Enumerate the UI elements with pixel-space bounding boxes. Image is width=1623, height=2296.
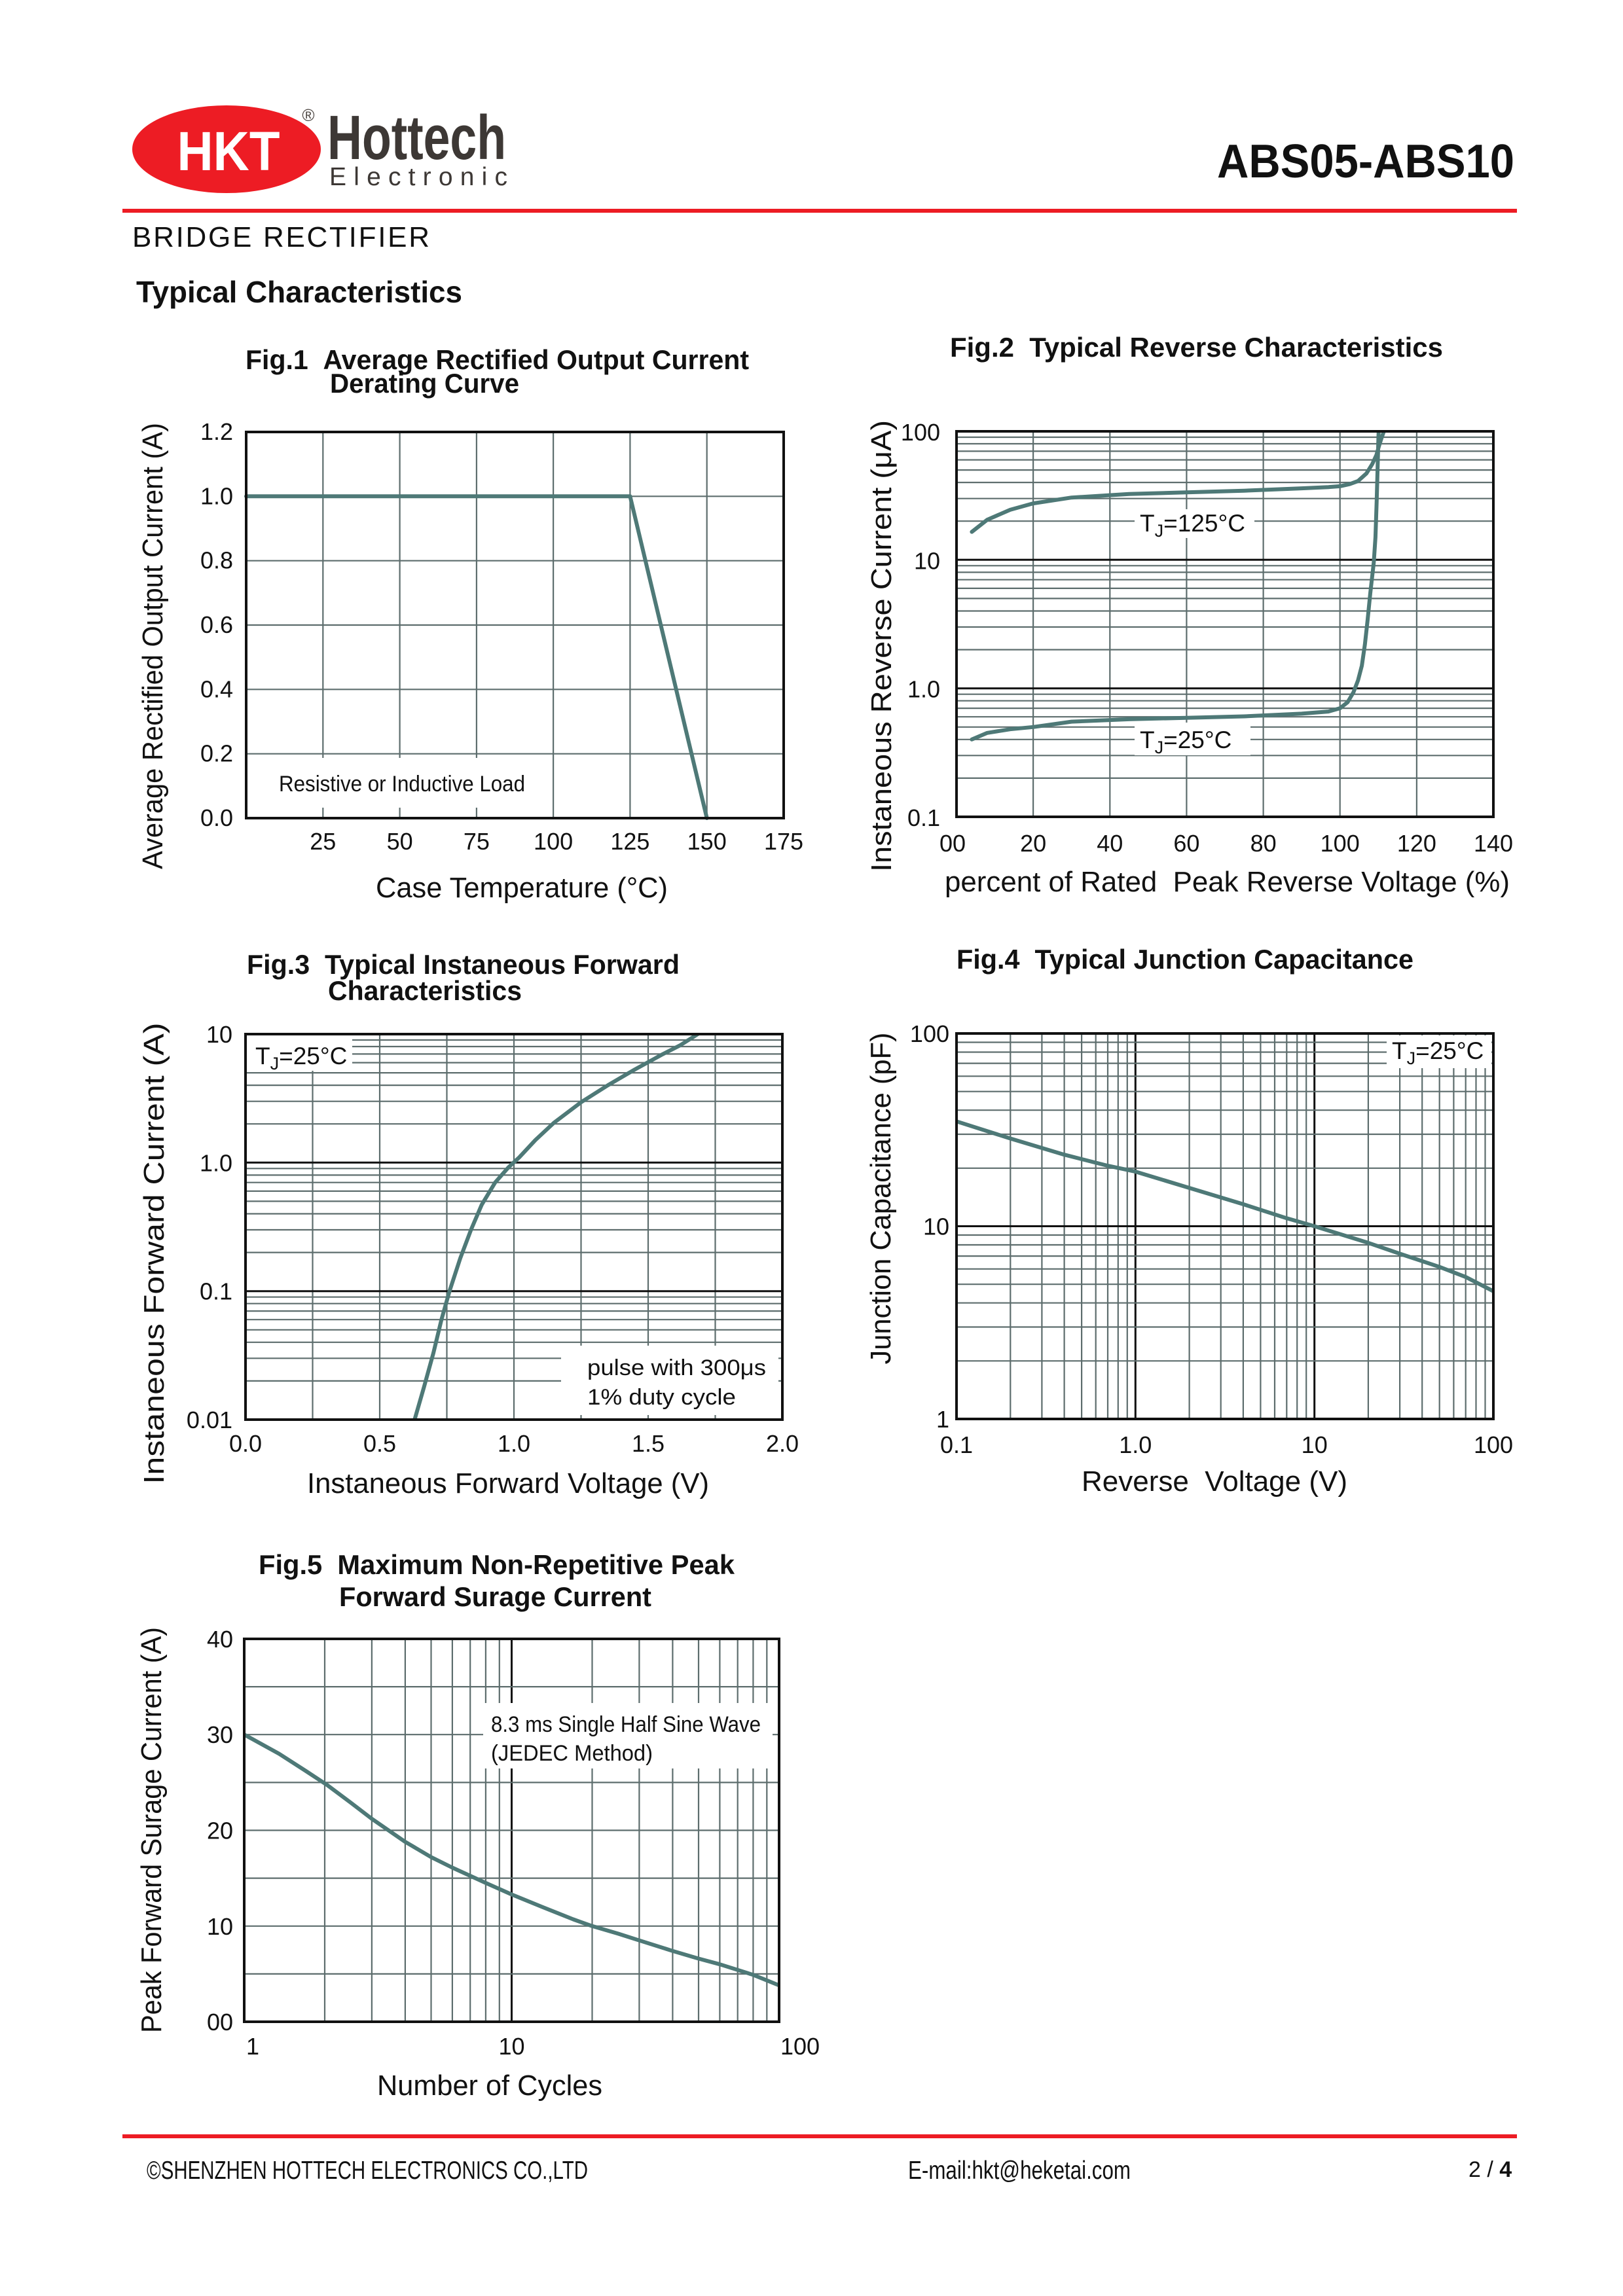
svg-text:Characteristics: Characteristics: [328, 975, 522, 1006]
svg-text:00: 00: [207, 2009, 233, 2036]
svg-text:40: 40: [1097, 830, 1123, 857]
svg-text:100: 100: [910, 1020, 949, 1047]
svg-text:Case Temperature (°C): Case Temperature (°C): [376, 872, 668, 904]
svg-text:2 / 4: 2 / 4: [1468, 2157, 1512, 2182]
svg-text:Peak Forward Surage Current (A: Peak Forward Surage Current (A): [136, 1627, 168, 2033]
svg-text:pulse with 300μs: pulse with 300μs: [587, 1355, 766, 1380]
svg-text:Instaneous Reverse Current (μA: Instaneous Reverse Current (μA): [866, 420, 898, 872]
svg-text:0.01: 0.01: [187, 1407, 232, 1433]
svg-text:ABS05-ABS10: ABS05-ABS10: [1217, 135, 1514, 188]
svg-text:1.0: 1.0: [907, 676, 940, 703]
svg-text:Resistive or Inductive Load: Resistive or Inductive Load: [279, 772, 525, 797]
svg-text:175: 175: [764, 828, 803, 855]
svg-text:©SHENZHEN HOTTECH ELECTRONICS: ©SHENZHEN HOTTECH ELECTRONICS CO.,LTD: [147, 2157, 588, 2185]
svg-text:50: 50: [387, 828, 413, 855]
svg-text:2.0: 2.0: [766, 1430, 799, 1457]
svg-text:1: 1: [246, 2033, 259, 2060]
svg-text:Instaneous Forward Current (A): Instaneous Forward Current (A): [138, 1023, 170, 1484]
svg-text:100: 100: [780, 2033, 820, 2060]
svg-text:1.0: 1.0: [200, 1149, 232, 1176]
svg-text:100: 100: [1321, 830, 1360, 857]
svg-text:20: 20: [1020, 830, 1046, 857]
svg-text:1.0: 1.0: [1119, 1431, 1152, 1458]
svg-text:10: 10: [923, 1213, 949, 1240]
svg-text:Fig.3 Typical Instaneous Forw: Fig.3 Typical Instaneous Forward: [247, 949, 680, 980]
svg-text:Forward Surage Current: Forward Surage Current: [339, 1581, 651, 1612]
svg-text:1.2: 1.2: [200, 418, 233, 445]
svg-text:10: 10: [207, 1913, 233, 1940]
svg-text:Fig.2 Typical Reverse Charact: Fig.2 Typical Reverse Characteristics: [950, 332, 1443, 363]
svg-text:30: 30: [207, 1721, 233, 1748]
svg-text:Hottech: Hottech: [327, 103, 506, 173]
svg-text:0.0: 0.0: [229, 1430, 262, 1457]
svg-text:0.1: 0.1: [940, 1431, 973, 1458]
svg-text:0.0: 0.0: [200, 804, 233, 831]
svg-text:40: 40: [207, 1626, 233, 1653]
svg-text:®: ®: [302, 105, 314, 125]
svg-text:100: 100: [1474, 1431, 1513, 1458]
svg-text:1.0: 1.0: [498, 1430, 530, 1457]
svg-text:1: 1: [936, 1406, 949, 1433]
svg-text:Instaneous Forward Voltage (V): Instaneous Forward Voltage (V): [307, 1467, 709, 1499]
svg-text:Typical Characteristics: Typical Characteristics: [136, 275, 462, 309]
svg-text:8.3 ms Single Half Sine Wave: 8.3 ms Single Half Sine Wave: [491, 1712, 761, 1737]
svg-text:E-mail:hkt@heketai.com: E-mail:hkt@heketai.com: [908, 2157, 1131, 2185]
svg-text:0.1: 0.1: [907, 804, 940, 831]
svg-text:25: 25: [310, 828, 336, 855]
svg-text:0.1: 0.1: [200, 1278, 232, 1305]
svg-text:00: 00: [939, 830, 966, 857]
svg-text:Average Rectified Output Curre: Average Rectified Output Current (A): [137, 423, 169, 869]
svg-text:Fig.4 Typical Junction Capaci: Fig.4 Typical Junction Capacitance: [957, 944, 1413, 975]
svg-text:TJ=25°C: TJ=25°C: [255, 1043, 347, 1073]
svg-text:1% duty cycle: 1% duty cycle: [587, 1385, 736, 1410]
svg-text:0.4: 0.4: [200, 675, 233, 702]
svg-text:125: 125: [610, 828, 649, 855]
svg-text:10: 10: [1302, 1431, 1328, 1458]
svg-text:0.2: 0.2: [200, 740, 233, 767]
svg-text:140: 140: [1474, 830, 1513, 857]
svg-text:0.8: 0.8: [200, 547, 233, 574]
svg-text:Derating Curve: Derating Curve: [330, 368, 519, 399]
svg-text:0.5: 0.5: [363, 1430, 396, 1457]
svg-text:HKT: HKT: [177, 120, 280, 182]
svg-text:75: 75: [464, 828, 490, 855]
svg-text:Fig.5 Maximum Non-Repetitive: Fig.5 Maximum Non-Repetitive Peak: [259, 1549, 735, 1580]
svg-text:80: 80: [1250, 830, 1277, 857]
svg-text:60: 60: [1173, 830, 1199, 857]
svg-text:10: 10: [498, 2033, 524, 2060]
svg-text:120: 120: [1397, 830, 1436, 857]
svg-text:1.5: 1.5: [632, 1430, 665, 1457]
svg-text:10: 10: [914, 547, 940, 574]
svg-text:BRIDGE RECTIFIER: BRIDGE RECTIFIER: [132, 221, 429, 253]
svg-text:percent of Rated Peak Reverse: percent of Rated Peak Reverse Voltage (%…: [945, 866, 1510, 898]
svg-text:150: 150: [687, 828, 727, 855]
svg-text:0.6: 0.6: [200, 611, 233, 638]
svg-text:20: 20: [207, 1818, 233, 1844]
svg-text:Number of Cycles: Number of Cycles: [377, 2070, 602, 2102]
svg-text:(JEDEC Method): (JEDEC Method): [491, 1741, 653, 1766]
svg-text:TJ=25°C: TJ=25°C: [1392, 1037, 1484, 1068]
svg-text:Junction Capacitance (pF): Junction Capacitance (pF): [865, 1033, 897, 1365]
svg-text:Fig.1 Average Rectified Outpu: Fig.1 Average Rectified Output Current: [246, 344, 749, 375]
svg-text:100: 100: [534, 828, 573, 855]
svg-text:10: 10: [206, 1021, 232, 1048]
svg-text:100: 100: [901, 419, 940, 446]
svg-text:Reverse Voltage (V): Reverse Voltage (V): [1082, 1465, 1347, 1498]
svg-text:TJ=25°C: TJ=25°C: [1140, 726, 1231, 757]
svg-text:1.0: 1.0: [200, 482, 233, 509]
